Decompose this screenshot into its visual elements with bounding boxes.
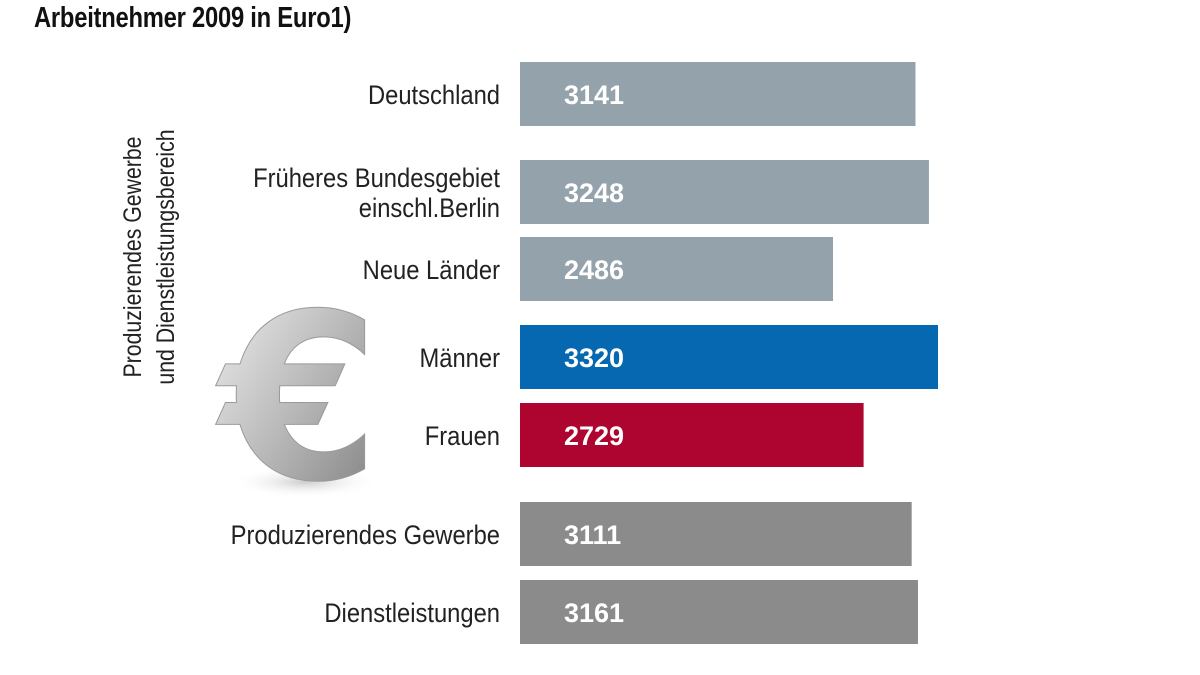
category-label-1: Früheres Bundesgebiet einschl.Berlin xyxy=(253,164,500,224)
category-label-3: Männer xyxy=(419,344,500,374)
euro-icon: € xyxy=(214,266,380,534)
data-label-2: 2486 xyxy=(564,255,624,285)
bar-0 xyxy=(520,62,916,126)
data-label-1: 3248 xyxy=(564,178,624,208)
category-label-4: Frauen xyxy=(425,422,500,452)
bar-5 xyxy=(520,502,912,566)
bar-2 xyxy=(520,237,833,301)
data-label-0: 3141 xyxy=(564,80,624,110)
data-label-3: 3320 xyxy=(564,343,624,373)
bar-4 xyxy=(520,403,864,467)
data-label-6: 3161 xyxy=(564,598,624,628)
data-label-5: 3111 xyxy=(564,520,621,550)
bar-1 xyxy=(520,160,929,224)
category-label-5: Produzierendes Gewerbe xyxy=(231,521,500,551)
category-label-0: Deutschland xyxy=(368,81,500,111)
bar-6 xyxy=(520,580,918,644)
chart-title: Arbeitnehmer 2009 in Euro1) xyxy=(34,2,352,34)
data-label-4: 2729 xyxy=(564,421,624,451)
svg-text:€: € xyxy=(215,266,380,533)
category-label-6: Dienstleistungen xyxy=(324,599,500,629)
bar-3 xyxy=(520,325,938,389)
category-label-2: Neue Länder xyxy=(363,256,501,286)
